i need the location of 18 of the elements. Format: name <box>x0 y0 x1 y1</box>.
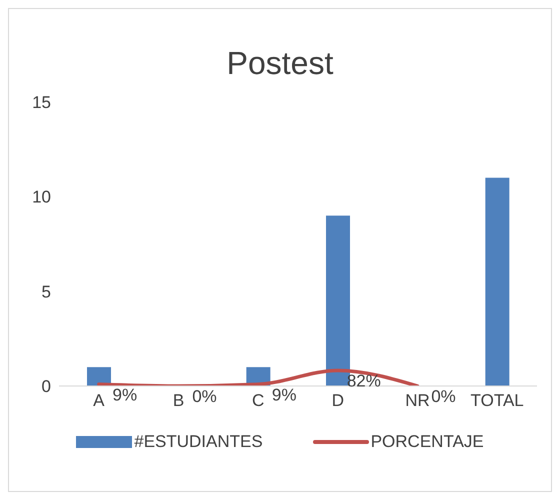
data-label: 0% <box>192 387 217 406</box>
data-label: 0% <box>431 387 456 406</box>
data-label: 9% <box>112 385 138 404</box>
x-tick-label: TOTAL <box>470 391 524 410</box>
x-tick-label: A <box>93 391 106 410</box>
x-tick-label: D <box>332 391 344 410</box>
x-tick-label: B <box>172 391 184 410</box>
x-tick-label: NR <box>405 391 430 410</box>
y-tick-label: 10 <box>32 188 51 207</box>
bar <box>485 178 510 386</box>
x-tick-label: C <box>252 391 264 410</box>
data-label: 9% <box>272 385 296 404</box>
y-tick-label: 15 <box>32 93 51 112</box>
legend-label: #ESTUDIANTES <box>134 432 263 452</box>
y-tick-label: 5 <box>42 282 51 302</box>
chart-title: Postest <box>226 45 334 82</box>
y-tick-label: 0 <box>42 377 51 396</box>
legend-label: PORCENTAJE <box>370 432 484 452</box>
